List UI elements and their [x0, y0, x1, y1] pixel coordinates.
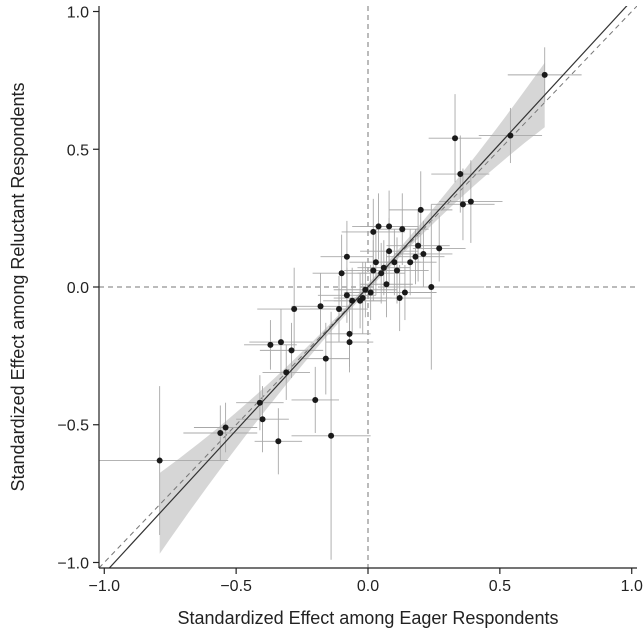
y-axis-label: Standardized Effect among Reluctant Resp… [8, 83, 28, 492]
x-tick-label: −1.0 [88, 578, 120, 595]
data-point [338, 270, 345, 277]
data-point [412, 253, 419, 260]
data-point [277, 339, 284, 346]
data-point [328, 432, 335, 439]
data-point [370, 267, 377, 274]
data-point [407, 259, 414, 266]
data-point [378, 270, 385, 277]
x-tick-label: −0.5 [220, 578, 252, 595]
data-point [291, 306, 298, 313]
data-point [415, 242, 422, 249]
data-point [267, 341, 274, 348]
plot-area [99, 6, 637, 568]
data-point [335, 306, 342, 313]
data-point [322, 355, 329, 362]
data-point [394, 267, 401, 274]
fit-line [108, 6, 628, 568]
data-point [399, 226, 406, 233]
data-point [312, 396, 319, 403]
data-point [346, 330, 353, 337]
y-tick-label: 0.5 [67, 142, 89, 159]
axes: −1.0 −0.5 0.0 0.5 1.0 −1.0 −0.5 0.0 0.5 1.0 [57, 5, 643, 595]
data-point [417, 206, 424, 213]
data-point [467, 198, 474, 205]
data-point [401, 289, 408, 296]
y-tick-label: −1.0 [57, 555, 89, 572]
data-point [343, 253, 350, 260]
data-point [396, 295, 403, 302]
data-point [288, 347, 295, 354]
y-tick-label: −0.5 [57, 418, 89, 435]
data-point [386, 223, 393, 230]
data-point [343, 292, 350, 299]
data-point [362, 286, 369, 293]
data-points [156, 71, 548, 464]
data-point [275, 438, 282, 445]
data-point [359, 295, 366, 302]
data-point [217, 430, 224, 437]
data-point [386, 248, 393, 255]
data-point [346, 339, 353, 346]
data-point [428, 284, 435, 290]
data-point [370, 228, 377, 235]
data-point [372, 259, 379, 266]
data-point [457, 171, 464, 178]
data-point [420, 250, 427, 257]
y-tick-label: 0.0 [67, 280, 89, 297]
data-point [541, 71, 548, 78]
data-point [452, 135, 459, 142]
data-point [367, 289, 374, 296]
data-point [507, 132, 514, 139]
data-point [222, 424, 229, 431]
data-point [391, 259, 398, 266]
data-point [349, 297, 356, 304]
data-point [317, 303, 324, 310]
fit-line-layer [108, 6, 628, 568]
data-point [436, 245, 443, 252]
data-point [459, 201, 466, 208]
x-tick-label: 0.0 [357, 578, 379, 595]
x-axis-label: Standardized Effect among Eager Responde… [178, 608, 559, 628]
x-tick-label: 1.0 [621, 578, 643, 595]
data-point [383, 281, 390, 288]
data-point [283, 369, 290, 376]
data-point [375, 223, 382, 230]
data-point [256, 399, 263, 406]
data-point [156, 457, 163, 464]
data-point [380, 264, 387, 271]
data-point [259, 416, 266, 423]
y-tick-label: 1.0 [67, 5, 89, 22]
x-tick-label: 0.5 [489, 578, 511, 595]
